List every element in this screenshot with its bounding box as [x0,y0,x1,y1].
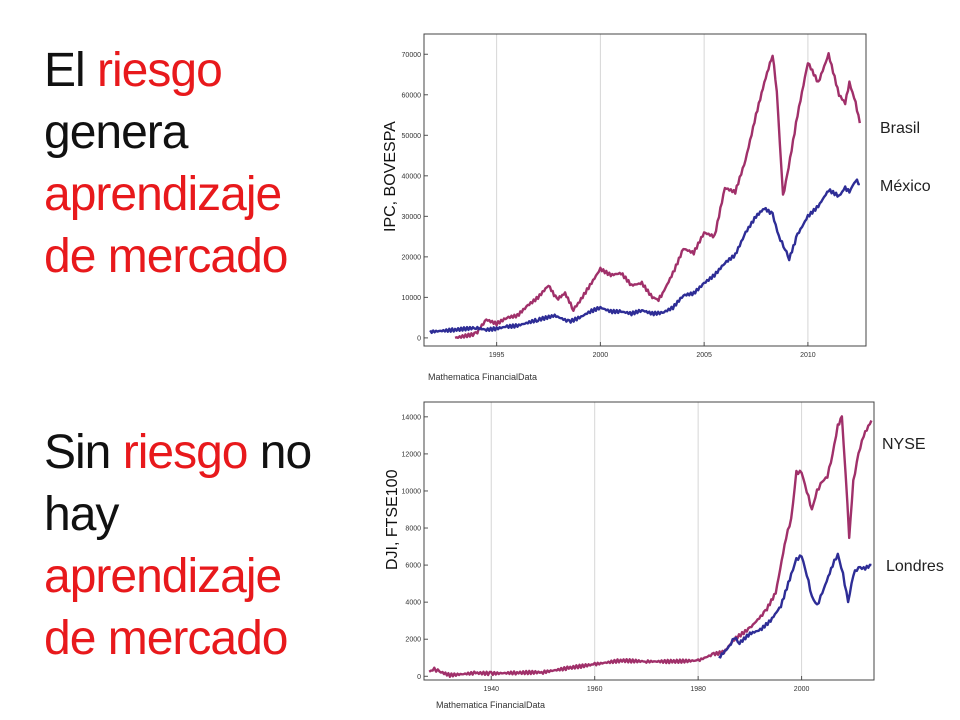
y-tick-label: 60000 [402,92,422,99]
legend-nyse: NYSE [882,436,926,453]
y-tick-label: 14000 [402,414,422,421]
x-tick-label: 1995 [489,352,505,359]
headline-line-2: genera [44,106,188,159]
headline-line-4: de mercado [44,230,288,283]
chart-1-credit: Mathematica FinancialData [428,372,538,382]
y-tick-label: 20000 [402,254,422,261]
headline-line-3: aprendizaje [44,550,282,603]
x-tick-label: 1980 [690,686,706,693]
word-el: El [44,44,86,97]
y-tick-label: 12000 [402,451,422,458]
headline-line-4: de mercado [44,612,288,665]
legend-mexico: México [880,178,931,195]
headline-block-1: El riesgo genera aprendizaje de mercado [44,40,288,288]
headline-line-1: El riesgo [44,40,287,102]
y-tick-label: 70000 [402,52,422,59]
series-line-mxico [429,178,861,335]
y-tick-label: 10000 [402,295,422,302]
y-tick-label: 30000 [402,214,422,221]
word-sin: Sin [44,426,111,479]
word-riesgo: riesgo [122,426,249,479]
y-tick-label: 0 [417,335,421,342]
chart-dji-ftse100: 1940 1960 1980 2000 0 2000 4000 6000 8000 10000 12… [378,396,878,712]
legend-londres: Londres [886,558,944,575]
x-tick-label: 2010 [800,352,816,359]
y-tick-label: 6000 [405,563,421,570]
word-no: no [259,426,312,479]
chart-2-credit: Mathematica FinancialData [436,700,546,710]
y-tick-label: 0 [417,674,421,681]
series-line-londres [718,552,872,659]
chart-ipc-bovespa: 1995 2000 2005 2010 0 10000 20000 30000 40000 500… [378,28,878,388]
headline-line-2: hay [44,488,119,541]
x-tick-label: 2005 [696,352,712,359]
x-tick-label: 2000 [794,686,810,693]
chart-1-ylabel: IPC, BOVESPA [382,121,399,232]
word-riesgo: riesgo [97,44,223,97]
y-tick-label: 40000 [402,173,422,180]
headline-line-1: Sin riesgo no [44,422,312,484]
x-tick-label: 1940 [483,686,499,693]
series-line-brasil [454,52,861,340]
x-tick-label: 1960 [587,686,603,693]
plot-frame [423,401,875,681]
legend-brasil: Brasil [880,120,921,137]
y-tick-label: 2000 [405,637,421,644]
plot-frame [423,33,867,347]
chart-1-svg: 1995 2000 2005 2010 0 10000 20000 30000 40000 500… [402,33,867,359]
series-line-nyse [428,415,873,678]
chart-2-ylabel: DJI, FTSE100 [384,469,401,570]
headline-block-2: Sin riesgo no hay aprendizaje de mercado [44,422,312,670]
chart-2-svg: 1940 1960 1980 2000 0 2000 4000 6000 8000 10000 12… [402,401,875,693]
headline-line-3: aprendizaje [44,168,282,221]
y-tick-label: 4000 [405,600,421,607]
y-tick-label: 8000 [405,526,421,533]
y-tick-label: 10000 [402,488,422,495]
y-tick-label: 50000 [402,133,422,140]
x-tick-label: 2000 [593,352,609,359]
